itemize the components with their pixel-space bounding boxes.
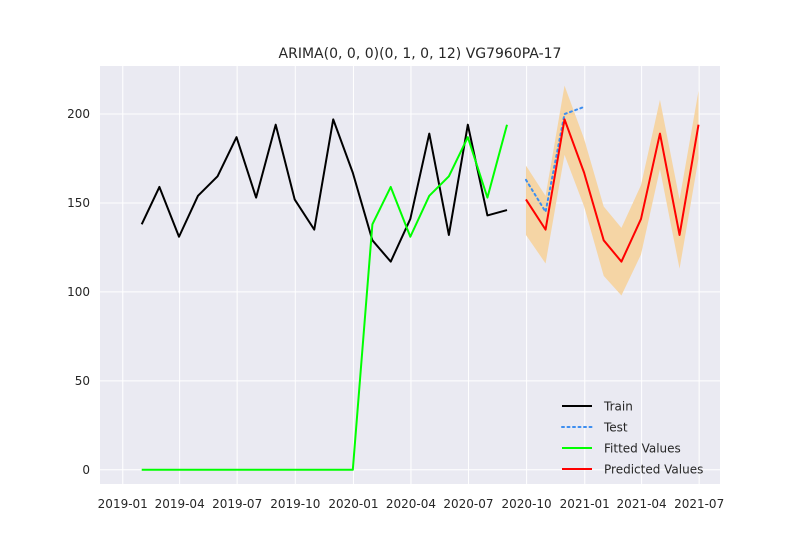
x-tick-label: 2021-04 — [617, 497, 667, 511]
chart-title: ARIMA(0, 0, 0)(0, 1, 0, 12) VG7960PA-17 — [279, 46, 562, 62]
legend-label-test: Test — [603, 421, 628, 435]
x-tick-label: 2021-01 — [560, 497, 610, 511]
legend-label-predicted-values: Predicted Values — [604, 463, 703, 477]
y-tick-label: 50 — [75, 374, 90, 388]
x-tick-label: 2019-07 — [212, 497, 262, 511]
x-tick-label: 2020-01 — [328, 497, 378, 511]
confidence-band-layer — [525, 85, 699, 296]
y-axis-ticks: 0 50 100 150 200 — [67, 107, 90, 477]
x-tick-label: 2019-10 — [270, 497, 320, 511]
series-line-train — [140, 118, 508, 263]
x-axis-ticks: 2019-01 2019-04 2019-07 2019-10 2020-01 2020-… — [98, 497, 725, 511]
x-tick-label: 2020-07 — [443, 497, 493, 511]
y-tick-label: 150 — [67, 196, 90, 210]
series-layer — [140, 105, 700, 471]
x-tick-label: 2019-04 — [155, 497, 205, 511]
x-tick-label: 2020-10 — [502, 497, 552, 511]
y-tick-label: 100 — [67, 285, 90, 299]
series-line-fitted-values — [141, 124, 508, 471]
x-tick-label: 2020-04 — [386, 497, 436, 511]
y-tick-label: 200 — [67, 107, 90, 121]
grid-layer — [100, 66, 720, 484]
y-tick-label: 0 — [82, 463, 90, 477]
legend: Train Test Fitted Values Predicted Values — [561, 400, 703, 477]
x-tick-label: 2021-07 — [674, 497, 724, 511]
legend-label-train: Train — [603, 400, 633, 414]
confidence-interval-band — [525, 85, 699, 296]
series-line-predicted-values — [525, 118, 700, 263]
x-tick-label: 2019-01 — [98, 497, 148, 511]
legend-label-fitted-values: Fitted Values — [604, 442, 681, 456]
series-line-test — [524, 105, 586, 213]
